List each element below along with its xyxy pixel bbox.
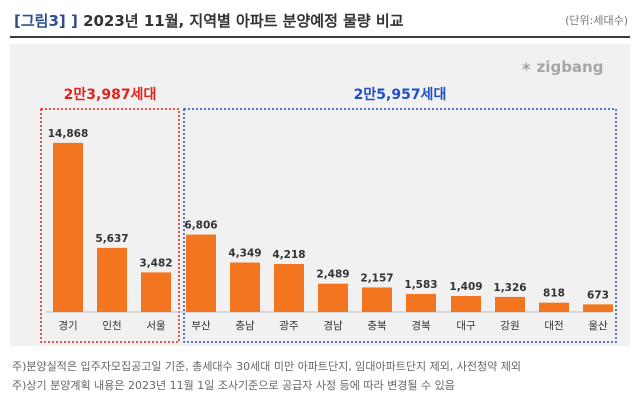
category-label-1: 인천 (102, 320, 121, 332)
bar-9 (451, 295, 481, 312)
group-label-0: 2만3,987세대 (64, 87, 157, 103)
category-label-5: 광주 (279, 320, 299, 332)
category-label-0: 경기 (58, 319, 77, 332)
group-label-1: 2만5,957세대 (354, 87, 447, 103)
chart-title: [그림3] ] 2023년 11월, 지역별 아파트 분양예정 물량 비교 (14, 10, 404, 31)
bar-6 (318, 283, 348, 312)
data-label-0: 14,868 (48, 128, 89, 140)
bar-1 (97, 247, 127, 312)
category-label-7: 충북 (367, 320, 387, 332)
figure-number: [그림3] ] (14, 12, 78, 30)
category-label-2: 서울 (146, 320, 166, 332)
data-label-11: 818 (543, 288, 565, 300)
data-label-5: 4,218 (272, 249, 305, 261)
group-box-1 (183, 108, 617, 343)
category-label-6: 경남 (323, 319, 343, 332)
data-label-7: 2,157 (360, 272, 393, 284)
bar-10 (495, 296, 525, 312)
bar-8 (406, 293, 436, 312)
category-label-11: 대전 (544, 320, 563, 332)
footnotes: 주)분양실적은 입주자모집공고일 기준, 총세대수 30세대 미만 아파트단지,… (12, 357, 521, 395)
bar-0 (53, 142, 83, 312)
bar-3 (186, 234, 216, 312)
data-label-2: 3,482 (139, 257, 172, 269)
title-divider (10, 36, 630, 38)
unit-label: (단위:세대수) (565, 14, 628, 27)
zigbang-logo-icon: ✶ (520, 58, 533, 76)
data-label-4: 4,349 (228, 248, 261, 260)
category-label-10: 강원 (500, 320, 519, 332)
footnote-2: 주)상기 분양계획 내용은 2023년 11월 1일 조사기준으로 공급자 사정… (12, 379, 455, 392)
data-label-6: 2,489 (316, 269, 349, 281)
data-label-10: 1,326 (493, 282, 526, 294)
data-label-12: 673 (587, 289, 609, 301)
category-label-12: 울산 (588, 320, 608, 332)
figure-title: 2023년 11월, 지역별 아파트 분양예정 물량 비교 (83, 12, 404, 30)
data-label-1: 5,637 (95, 233, 128, 245)
category-label-3: 부산 (191, 320, 211, 332)
data-label-3: 6,806 (184, 220, 217, 232)
data-label-9: 1,409 (449, 281, 482, 293)
group-box-0 (40, 108, 180, 343)
logo-text: zigbang (536, 58, 604, 76)
zigbang-logo: ✶ zigbang (520, 58, 603, 76)
category-label-4: 충남 (235, 320, 255, 332)
bar-4 (230, 262, 260, 312)
bar-7 (362, 287, 392, 312)
bar-5 (274, 264, 304, 312)
bar-11 (539, 302, 569, 312)
data-label-8: 1,583 (404, 279, 437, 291)
bar-12 (583, 304, 613, 312)
footnote-1: 주)분양실적은 입주자모집공고일 기준, 총세대수 30세대 미만 아파트단지,… (12, 360, 522, 373)
category-label-8: 경북 (411, 319, 431, 332)
bar-2 (141, 272, 171, 312)
category-label-9: 대구 (456, 320, 476, 332)
